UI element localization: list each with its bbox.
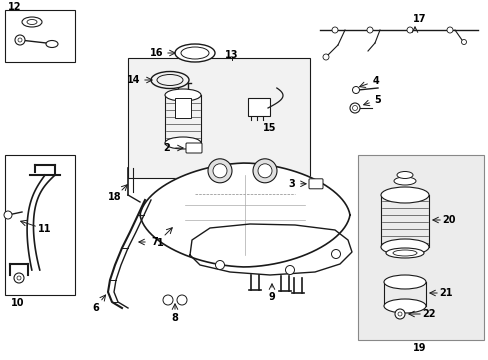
Text: 22: 22 [421, 309, 435, 319]
Ellipse shape [383, 299, 425, 313]
Bar [247, 98, 269, 116]
Ellipse shape [157, 75, 183, 86]
Text: 2: 2 [163, 143, 170, 153]
Polygon shape [140, 163, 349, 267]
Circle shape [397, 312, 401, 316]
Ellipse shape [164, 137, 201, 149]
Circle shape [331, 27, 337, 33]
Text: 20: 20 [441, 215, 455, 225]
Ellipse shape [46, 40, 58, 48]
Circle shape [331, 249, 340, 258]
Circle shape [349, 103, 359, 113]
Text: 21: 21 [438, 288, 452, 298]
Circle shape [215, 261, 224, 270]
Text: 3: 3 [288, 179, 295, 189]
Bar [5, 155, 75, 295]
FancyBboxPatch shape [185, 143, 202, 153]
Ellipse shape [392, 250, 416, 256]
Ellipse shape [22, 17, 42, 27]
Circle shape [323, 54, 328, 60]
Ellipse shape [151, 72, 189, 89]
Circle shape [14, 273, 24, 283]
Text: 14: 14 [127, 75, 141, 85]
Circle shape [258, 164, 271, 178]
Ellipse shape [385, 248, 423, 258]
Ellipse shape [383, 275, 425, 289]
Circle shape [18, 38, 22, 42]
Ellipse shape [396, 171, 412, 179]
Circle shape [394, 309, 404, 319]
Circle shape [252, 159, 276, 183]
Text: 16: 16 [150, 48, 163, 58]
Circle shape [4, 211, 12, 219]
Text: 5: 5 [374, 95, 381, 105]
Circle shape [163, 295, 173, 305]
Text: 4: 4 [372, 76, 379, 86]
Text: 15: 15 [263, 123, 276, 133]
Circle shape [352, 105, 357, 111]
Circle shape [366, 27, 372, 33]
Text: 1: 1 [156, 238, 163, 248]
Circle shape [285, 266, 294, 275]
Text: 12: 12 [8, 2, 21, 12]
Text: 18: 18 [108, 192, 122, 202]
Text: 19: 19 [412, 343, 426, 353]
Ellipse shape [164, 89, 201, 101]
Circle shape [17, 276, 21, 280]
Circle shape [207, 159, 231, 183]
Bar [357, 155, 483, 340]
Text: 9: 9 [268, 292, 275, 302]
Bar [175, 98, 191, 118]
FancyBboxPatch shape [308, 179, 323, 189]
Circle shape [461, 40, 466, 45]
Circle shape [352, 86, 359, 94]
Bar [128, 58, 309, 178]
Text: 10: 10 [11, 298, 25, 308]
Ellipse shape [393, 177, 415, 185]
Text: 8: 8 [171, 313, 178, 323]
Circle shape [213, 164, 226, 178]
Circle shape [406, 27, 412, 33]
Text: 11: 11 [38, 224, 52, 234]
Circle shape [446, 27, 452, 33]
Text: 6: 6 [92, 303, 99, 313]
Ellipse shape [380, 187, 428, 203]
Circle shape [177, 295, 186, 305]
Text: 17: 17 [412, 14, 426, 24]
Text: 7: 7 [151, 237, 158, 247]
Circle shape [15, 35, 25, 45]
Text: 13: 13 [225, 50, 238, 60]
Ellipse shape [181, 47, 208, 59]
Ellipse shape [175, 44, 215, 62]
Bar [5, 10, 75, 62]
Ellipse shape [380, 239, 428, 255]
Ellipse shape [27, 19, 37, 24]
Polygon shape [190, 224, 351, 275]
